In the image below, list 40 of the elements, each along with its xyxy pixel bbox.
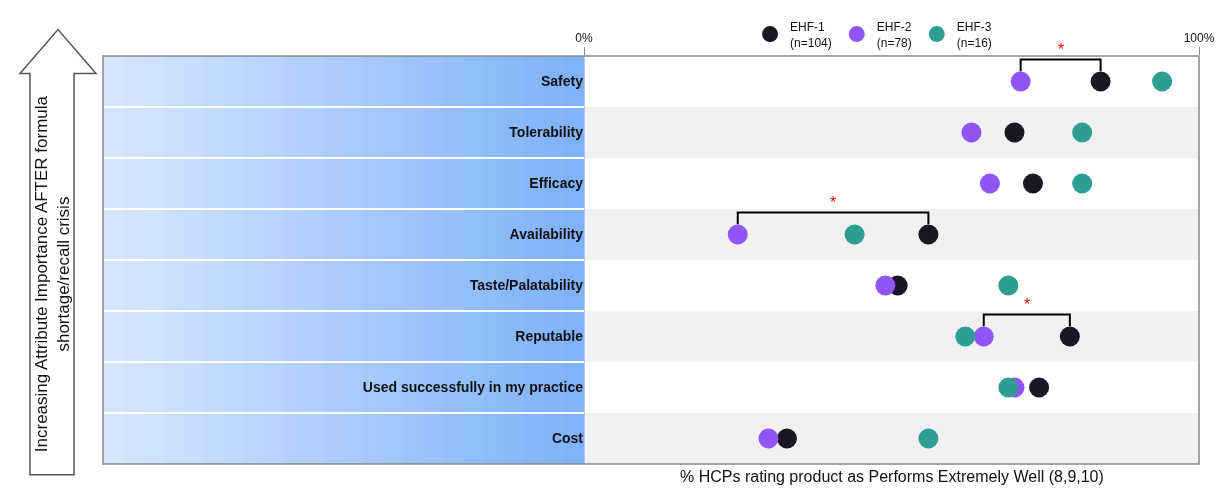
point [979,173,1000,194]
point [844,224,865,245]
y-tick-label: Cost [551,430,584,447]
legend-label: EHF-2 (n=78) [876,19,912,50]
y-tick-label: Safety [540,73,584,90]
point [1059,326,1080,347]
y-tick-label: Reputable [515,328,584,345]
point [758,428,779,449]
point [998,377,1019,398]
point [1152,71,1173,92]
y-tick-label: Availability [509,226,584,243]
x-tick-label: 0% [575,31,593,46]
point [973,326,994,347]
point [918,428,939,449]
point [961,122,982,143]
point [776,428,797,449]
y-tick-label: Tolerability [509,124,584,141]
y-tick-label: Taste/Palatability [469,277,584,294]
y-tick-label: Efficacy [529,175,584,192]
x-tick-label: 100% [1183,31,1215,46]
point [955,326,976,347]
point [1022,173,1043,194]
point [875,275,896,296]
text: Increasing Attribute Importance AFTER formula shortage/recall crisis [31,95,73,453]
point [998,275,1019,296]
point [727,224,748,245]
legend-label: EHF-1 (n=104) [790,19,832,50]
point [1072,122,1093,143]
annotation: * [1024,296,1031,313]
point [1029,377,1050,398]
annotation: * [1058,41,1065,58]
point [918,224,939,245]
point [1004,122,1025,143]
point [1010,71,1031,92]
annotation: * [830,194,837,211]
point [1072,173,1093,194]
legend-label: EHF-3 (n=16) [956,19,992,50]
y-tick-label: Used successfully in my practice [362,379,584,396]
x-axis-title: % HCPs rating product as Performs Extremely Well (8,9,10) [680,468,1104,485]
point [1090,71,1111,92]
